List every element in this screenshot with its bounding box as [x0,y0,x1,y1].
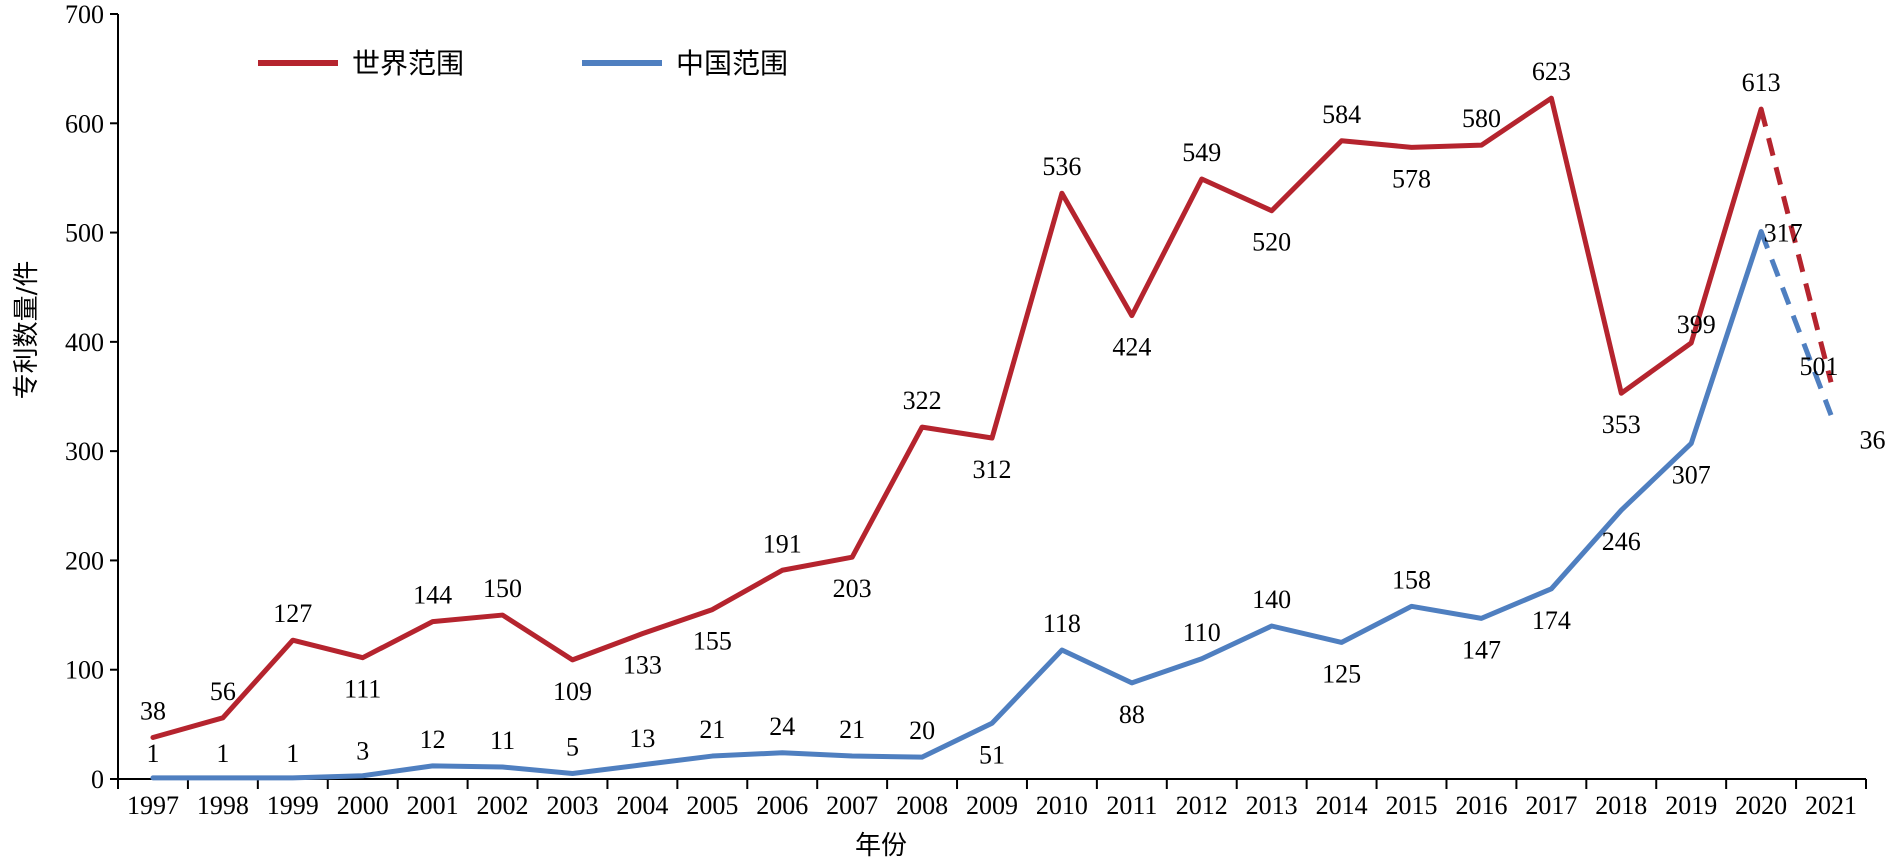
data-label: 144 [413,581,452,610]
data-label: 24 [769,712,795,741]
y-axis-title: 专利数量/件 [12,261,42,400]
data-label: 363 [1860,425,1885,454]
x-tick-label: 2003 [546,791,598,820]
data-label: 1 [146,739,159,768]
axes: 0 100 200 300 400 500 600 700 1997 1998 1999 2000 20… [65,0,1867,820]
x-tick-label: 2013 [1246,791,1298,820]
data-label: 127 [273,599,312,628]
y-tick-label: 0 [91,765,104,794]
y-tick-label: 600 [65,109,104,138]
data-label: 1 [286,739,299,768]
data-label: 150 [483,574,522,603]
data-label: 12 [420,725,446,754]
y-tick-label: 500 [65,219,104,248]
data-label: 147 [1462,635,1501,664]
data-label: 118 [1043,609,1081,638]
data-label: 1 [216,739,229,768]
x-tick-label: 2007 [826,791,878,820]
x-tick-label: 2011 [1106,791,1157,820]
data-label: 21 [839,715,865,744]
x-tick-label: 2005 [686,791,738,820]
series-line-2 [150,228,1764,781]
x-tick-label: 2010 [1036,791,1088,820]
data-label: 549 [1182,138,1221,167]
data-label: 158 [1392,565,1431,594]
data-label: 88 [1119,700,1145,729]
x-axis-title: 年份 [855,831,907,861]
data-label: 11 [490,726,515,755]
x-tick-label: 2001 [407,791,459,820]
legend-label: 中国范围 [676,47,788,80]
x-tick-label: 2015 [1386,791,1438,820]
series-line-1 [150,95,1764,740]
data-label: 520 [1252,228,1291,257]
y-tick-label: 100 [65,656,104,685]
data-label: 109 [553,677,592,706]
x-tick-label: 2016 [1455,791,1507,820]
x-tick-label: 2017 [1525,791,1577,820]
x-tick-label: 2008 [896,791,948,820]
data-label: 3 [356,737,369,766]
data-label: 353 [1602,410,1641,439]
x-tick-label: 1997 [127,791,179,820]
data-label: 246 [1602,527,1641,556]
x-tick-label: 2004 [616,791,668,820]
data-label: 38 [140,696,166,725]
x-tick-label: 2006 [756,791,808,820]
series-lines [150,95,1834,781]
data-label: 125 [1322,659,1361,688]
data-label: 110 [1183,618,1221,647]
y-tick-label: 300 [65,437,104,466]
data-label: 584 [1322,100,1361,129]
data-label: 140 [1252,585,1291,614]
y-tick-label: 400 [65,328,104,357]
x-tick-label: 2019 [1665,791,1717,820]
data-label: 424 [1112,333,1151,362]
data-label: 13 [629,724,655,753]
data-label: 174 [1532,606,1571,635]
x-tick-label: 2021 [1805,791,1857,820]
data-label: 312 [973,455,1012,484]
data-label: 56 [210,677,236,706]
x-tick-label: 2002 [477,791,529,820]
x-tick-label: 2018 [1595,791,1647,820]
data-label: 133 [623,651,662,680]
data-label: 580 [1462,104,1501,133]
data-label: 399 [1677,310,1716,339]
x-tick-label: 2012 [1176,791,1228,820]
data-label: 203 [833,574,872,603]
data-label: 21 [699,715,725,744]
data-label: 191 [763,529,802,558]
legend: 世界范围 中国范围 [258,47,788,80]
series-line-1-dashed [1758,108,1834,383]
x-tick-label: 2020 [1735,791,1787,820]
x-tick-label: 1998 [197,791,249,820]
data-label: 317 [1764,218,1803,247]
x-tick-label: 2009 [966,791,1018,820]
y-tick-label: 200 [65,546,104,575]
data-label: 155 [693,627,732,656]
data-label: 5 [566,733,579,762]
y-tick-label: 700 [65,0,104,29]
data-label: 322 [903,386,942,415]
x-tick-label: 1999 [267,791,319,820]
x-tick-label: 2000 [337,791,389,820]
data-label: 111 [344,675,381,704]
data-label: 20 [909,716,935,745]
data-label: 578 [1392,164,1431,193]
data-label: 501 [1800,352,1839,381]
legend-label: 世界范围 [352,47,464,80]
series-line-2-dashed [1758,230,1834,416]
data-label: 51 [979,740,1005,769]
data-label: 307 [1672,460,1711,489]
x-tick-label: 2014 [1316,791,1368,820]
data-label: 623 [1532,57,1571,86]
data-label: 536 [1042,152,1081,181]
data-label: 613 [1742,68,1781,97]
